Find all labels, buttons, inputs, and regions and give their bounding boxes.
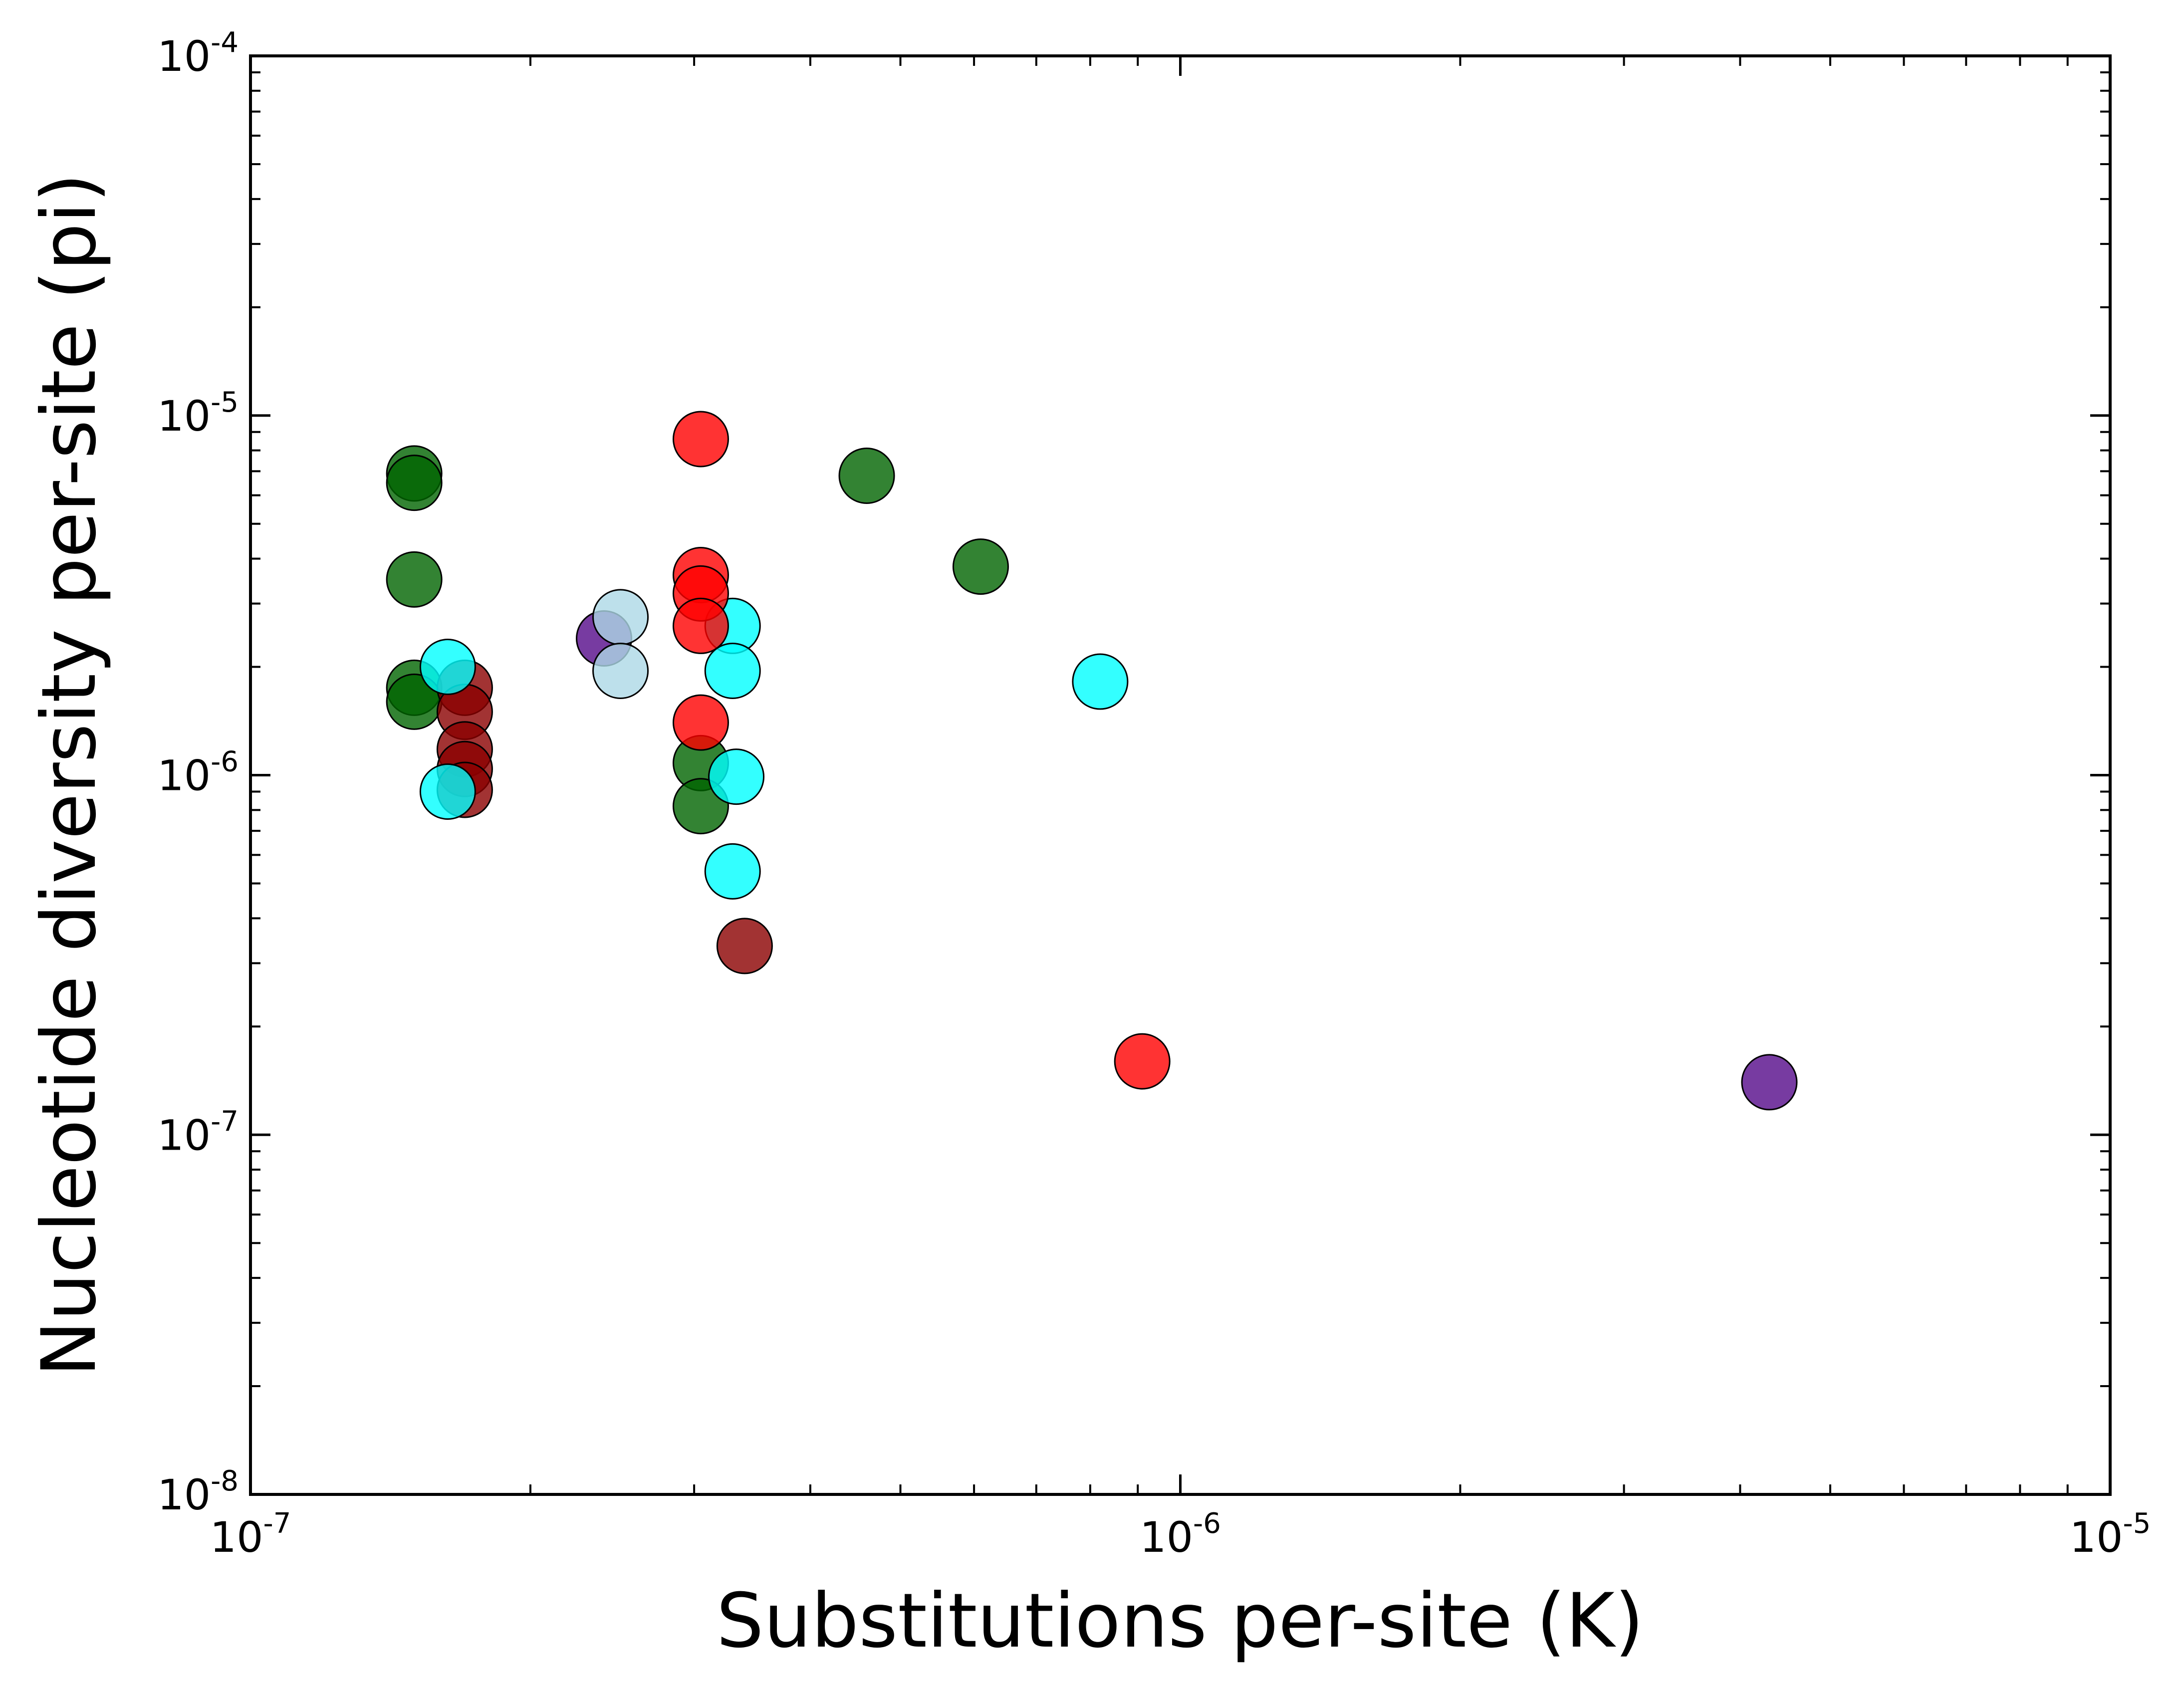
data-point	[1114, 1033, 1171, 1090]
x-axis-title: Substitutions per-site (K)	[717, 1578, 1644, 1665]
data-point	[708, 748, 765, 805]
data-point	[952, 538, 1009, 595]
plot-frame	[249, 54, 2112, 1496]
y-tick-label: 10-5	[157, 386, 239, 441]
data-point	[386, 551, 443, 608]
y-tick-label: 10-4	[157, 26, 239, 81]
data-point	[672, 597, 729, 654]
data-point	[386, 455, 443, 511]
data-point	[672, 694, 729, 751]
data-points	[386, 411, 1798, 1111]
y-axis-title: Nucleotide diversity per-site (pi)	[26, 173, 113, 1377]
data-point	[704, 642, 761, 699]
data-point	[704, 843, 761, 900]
x-tick-labels: 10-7 10-6 10-5	[210, 1507, 2151, 1562]
data-point	[419, 763, 476, 820]
x-tick-label: 10-6	[1140, 1507, 1221, 1562]
data-point	[672, 411, 729, 468]
data-point	[592, 642, 649, 699]
data-point	[592, 589, 649, 646]
data-point	[1741, 1054, 1798, 1111]
data-point	[419, 639, 476, 696]
data-point	[838, 447, 895, 504]
data-point	[1072, 653, 1129, 710]
y-tick-label: 10-7	[157, 1105, 239, 1160]
y-tick-label: 10-6	[157, 746, 239, 800]
y-tick-labels: 10-8 10-7 10-6 10-5 10-4	[157, 26, 239, 1519]
data-point	[716, 918, 773, 974]
minor-ticks	[250, 56, 2110, 1494]
y-tick-label: 10-8	[157, 1465, 239, 1519]
x-tick-label: 10-5	[2070, 1507, 2151, 1562]
x-tick-label: 10-7	[210, 1507, 291, 1562]
